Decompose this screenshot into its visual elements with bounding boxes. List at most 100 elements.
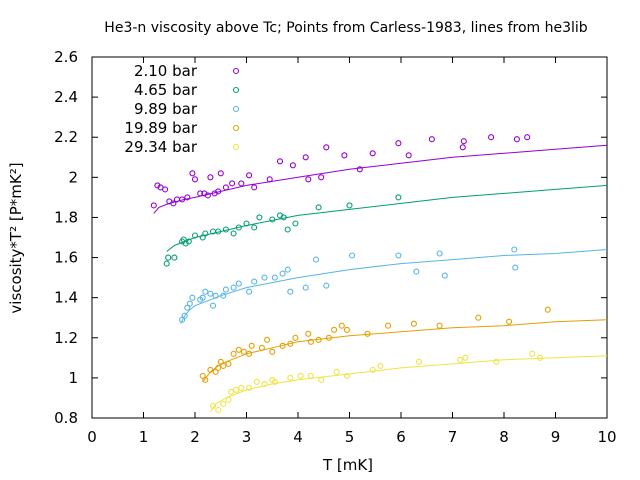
data-point (269, 216, 276, 223)
data-point (369, 150, 376, 157)
data-point (233, 386, 240, 393)
data-point (163, 260, 170, 267)
x-tick-label: 6 (396, 428, 406, 446)
data-points (150, 134, 551, 414)
data-point (207, 290, 214, 297)
y-tick-label: 1.8 (54, 208, 78, 226)
data-point (253, 378, 260, 385)
data-point (395, 194, 402, 201)
data-point (238, 180, 245, 187)
data-point (459, 144, 466, 151)
data-point (228, 388, 235, 395)
data-point (215, 364, 222, 371)
data-point (457, 356, 464, 363)
data-point (189, 294, 196, 301)
data-point (343, 372, 350, 379)
data-point (513, 136, 520, 143)
y-tick-label: 2.2 (54, 128, 78, 146)
data-point (269, 348, 276, 355)
y-tick-label: 2.6 (54, 48, 78, 66)
data-point (246, 288, 253, 295)
data-point (349, 252, 356, 259)
data-point (215, 406, 222, 414)
data-point (405, 152, 412, 159)
x-axis: 0 1 2 3 4 5 6 7 8 9 10 (87, 57, 617, 446)
y-tick-label: 1.4 (54, 289, 78, 307)
data-point (289, 162, 296, 169)
data-point (395, 140, 402, 147)
data-point (462, 354, 469, 361)
data-point (287, 374, 294, 381)
data-point (511, 246, 518, 253)
data-point (179, 196, 186, 203)
data-point (184, 194, 191, 201)
legend-label: 19.89 bar (124, 119, 197, 137)
legend-label: 29.34 bar (124, 138, 197, 156)
data-point (230, 350, 237, 357)
data-point (165, 254, 172, 261)
data-point (287, 340, 294, 347)
data-point (204, 192, 211, 199)
data-point (212, 292, 219, 299)
data-point (284, 266, 291, 273)
data-point (544, 306, 551, 313)
data-point (302, 284, 309, 291)
data-point (460, 138, 467, 145)
data-point (251, 224, 258, 231)
data-point (235, 346, 242, 353)
data-point (529, 350, 536, 357)
x-tick-label: 10 (597, 428, 616, 446)
data-point (292, 220, 299, 227)
legend-marker (232, 105, 240, 113)
data-point (297, 372, 304, 379)
data-point (318, 174, 325, 181)
data-point (279, 270, 286, 277)
data-point (287, 288, 294, 295)
data-point (385, 322, 392, 329)
data-point (506, 318, 513, 325)
data-point (436, 322, 443, 329)
y-tick-label: 0.8 (54, 409, 78, 427)
data-point (266, 176, 273, 183)
data-point (209, 302, 217, 309)
data-point (235, 280, 242, 287)
y-axis-label: viscosity*T² [P*mK²] (7, 162, 25, 313)
data-point (186, 300, 193, 307)
data-point (428, 136, 435, 143)
data-point (246, 172, 253, 179)
data-point (230, 284, 237, 291)
data-point (276, 158, 284, 165)
legend-label: 9.89 bar (134, 100, 198, 118)
data-point (331, 326, 338, 333)
data-point (512, 264, 519, 271)
x-tick-label: 8 (499, 428, 509, 446)
x-tick-label: 2 (190, 428, 200, 446)
series-curve (202, 319, 608, 383)
data-point (536, 354, 544, 361)
data-point (302, 154, 309, 161)
data-point (395, 252, 402, 259)
data-point (215, 188, 222, 195)
data-point (271, 274, 278, 281)
data-point (377, 362, 384, 369)
y-tick-label: 1.6 (54, 249, 78, 267)
data-point (189, 170, 196, 177)
legend-marker (232, 124, 240, 132)
data-point (325, 334, 332, 341)
data-point (209, 402, 217, 410)
data-point (230, 230, 237, 237)
y-tick-label: 2 (68, 168, 78, 186)
x-tick-label: 9 (551, 428, 561, 446)
data-point (315, 336, 322, 343)
data-point (197, 190, 204, 197)
legend-marker (232, 86, 240, 94)
legend-marker (232, 67, 240, 75)
data-point (312, 256, 320, 263)
data-point (220, 362, 227, 369)
data-point (493, 358, 500, 365)
x-tick-label: 5 (345, 428, 355, 446)
data-point (341, 152, 348, 159)
y-tick-label: 1 (68, 369, 78, 387)
legend-marker (232, 143, 240, 151)
data-point (251, 184, 258, 191)
